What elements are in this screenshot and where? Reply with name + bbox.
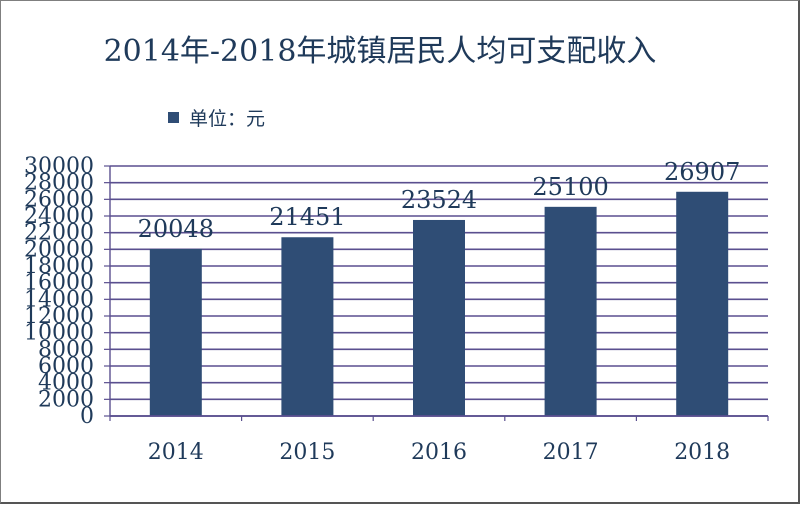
data-label-2015: 21451	[269, 203, 345, 231]
chart-legend: 单位：元	[168, 104, 265, 131]
y-tick-label: 4000	[38, 371, 94, 396]
data-label-2014: 20048	[138, 215, 214, 243]
y-tick-label: 24000	[24, 204, 94, 229]
data-label-2016: 23524	[401, 186, 477, 214]
x-tick-label-2015: 2015	[279, 440, 335, 465]
data-label-2017: 25100	[532, 173, 608, 201]
y-tick-label: 22000	[24, 221, 94, 246]
y-tick-label: 26000	[24, 187, 94, 212]
x-tick-label-2014: 2014	[148, 440, 204, 465]
legend-label: 单位：元	[189, 108, 266, 130]
x-tick-label-2018: 2018	[674, 440, 730, 465]
bar-2017	[544, 206, 597, 416]
y-tick-label: 14000	[24, 287, 94, 312]
bar-2016	[413, 219, 465, 416]
y-tick-label: 2000	[38, 387, 94, 412]
y-tick-label: 0	[80, 404, 94, 429]
y-tick-label: 10000	[24, 321, 94, 346]
x-tick-label-2017: 2017	[543, 440, 599, 465]
data-label-2018: 26907	[664, 158, 740, 186]
legend-swatch	[168, 112, 179, 123]
y-tick-label: 6000	[38, 354, 94, 379]
chart-title: 2014年-2018年城镇居民人均可支配收入	[103, 34, 657, 69]
y-tick-label: 8000	[38, 337, 94, 362]
bar-2015	[281, 237, 334, 416]
y-tick-label: 20000	[24, 237, 94, 262]
y-tick-label: 16000	[24, 271, 94, 296]
y-tick-label: 30000	[24, 154, 94, 179]
bar-2014	[149, 248, 202, 416]
y-tick-label: 18000	[24, 254, 94, 279]
y-tick-label: 28000	[24, 171, 94, 196]
y-tick-label: 12000	[24, 304, 94, 329]
bar-2018	[676, 191, 729, 416]
x-tick-label-2016: 2016	[411, 440, 467, 465]
